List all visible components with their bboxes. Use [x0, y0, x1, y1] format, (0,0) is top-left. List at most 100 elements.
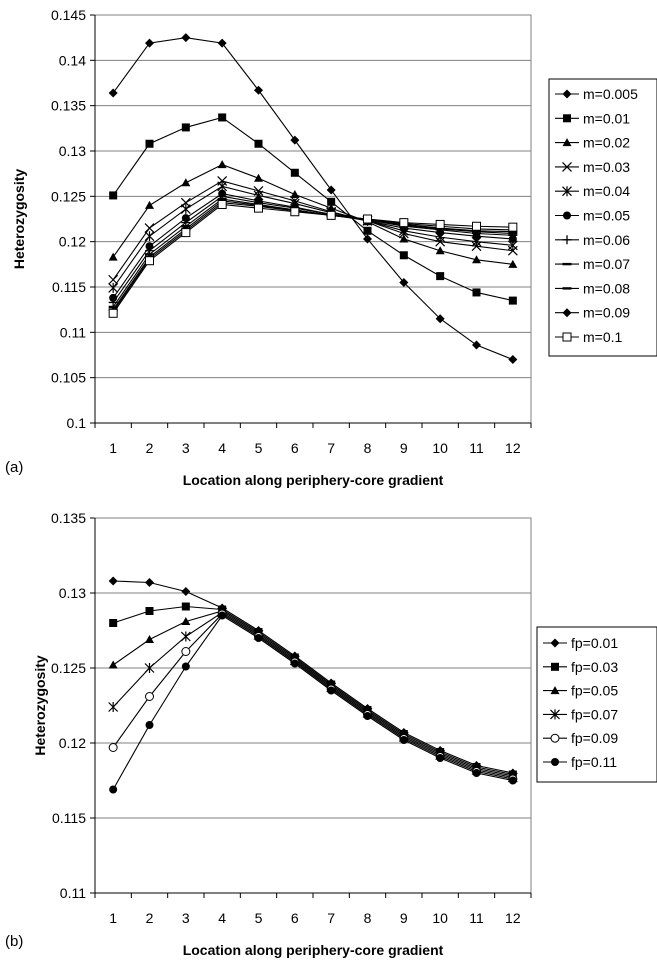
legend-label: m=0.07 [583, 256, 630, 272]
legend-label: m=0.08 [583, 280, 630, 296]
data-point [145, 578, 154, 587]
data-point [145, 635, 154, 643]
x-tick-label: 9 [400, 910, 408, 926]
series-line [112, 195, 513, 303]
data-point [508, 355, 518, 365]
data-point [144, 223, 155, 233]
legend-entry: m=0.05 [555, 208, 630, 224]
data-point [181, 214, 190, 223]
data-point [327, 686, 336, 695]
data-point [399, 251, 408, 260]
legend-box [536, 626, 657, 783]
data-point [217, 38, 227, 48]
data-point [108, 88, 118, 98]
legend-label: m=0.04 [583, 183, 630, 199]
legend-marker [562, 89, 572, 99]
data-point [254, 85, 263, 95]
legend-marker [562, 332, 572, 342]
data-point [326, 210, 336, 220]
data-point [145, 721, 154, 729]
y-tick-label: 0.11 [60, 885, 86, 901]
series-line [112, 164, 513, 265]
y-tick-label: 0.115 [52, 810, 86, 826]
series-line [112, 37, 514, 361]
legend-label: m=0.06 [583, 232, 630, 248]
data-point [436, 754, 445, 762]
series-fp=0.11 [109, 611, 517, 794]
data-point [108, 576, 118, 586]
legend-entry: fp=0.07 [543, 706, 618, 722]
x-tick-label: 1 [109, 910, 117, 926]
data-point [108, 743, 118, 752]
data-point [108, 252, 118, 261]
legend-entry: fp=0.03 [543, 659, 618, 675]
legend-entry: m=0.005 [555, 86, 638, 102]
x-tick-label: 7 [327, 440, 335, 456]
data-point [363, 234, 372, 244]
legend-marker [562, 186, 572, 197]
legend-label: m=0.005 [583, 86, 638, 102]
legend: m=0.005 m=0.01 m=0.02 m=0.03 m=0.04 m=0.05 m=0… [548, 78, 657, 357]
x-tick-label: 11 [469, 910, 484, 926]
panel-label: (a) [5, 459, 23, 476]
legend-entry: m=0.04 [555, 183, 630, 199]
data-point [181, 587, 191, 596]
series-m=0.01 [109, 113, 517, 305]
x-tick-label: 11 [469, 440, 484, 456]
y-tick-label: 0.12 [59, 735, 86, 751]
data-point [109, 785, 118, 794]
panel-label: (b) [5, 933, 23, 950]
x-tick-label: 2 [146, 910, 154, 926]
data-point [145, 242, 154, 251]
x-tick-label: 3 [182, 910, 190, 926]
legend-entry: m=0.1 [555, 329, 623, 345]
x-tick-label: 7 [327, 910, 335, 926]
y-tick-label: 0.1 [67, 415, 87, 431]
legend-marker [562, 161, 572, 172]
data-point [290, 168, 299, 177]
legend-marker [563, 211, 571, 220]
y-tick-label: 0.145 [51, 7, 86, 23]
data-point [508, 259, 518, 268]
legend-label: fp=0.09 [571, 730, 618, 746]
legend-label: fp=0.03 [571, 659, 618, 675]
x-tick-label: 5 [255, 440, 263, 456]
x-tick-label: 4 [218, 910, 226, 926]
legend-marker [563, 114, 571, 123]
data-point [508, 222, 518, 232]
legend-label: m=0.01 [583, 110, 630, 126]
data-point [181, 662, 190, 671]
series-line [113, 580, 513, 774]
data-point [472, 769, 481, 777]
x-tick-label: 8 [364, 910, 372, 926]
y-tick-label: 0.125 [51, 660, 86, 676]
data-point [144, 231, 155, 242]
series-line [112, 614, 513, 790]
legend-marker [562, 308, 572, 318]
legend-marker [550, 733, 560, 743]
data-point [217, 160, 227, 169]
x-tick-label: 5 [255, 910, 263, 926]
data-point [108, 702, 119, 712]
y-tick-label: 0.135 [51, 98, 86, 114]
legend-marker [562, 235, 572, 245]
data-point [218, 611, 227, 620]
series-line [112, 180, 513, 281]
data-point [109, 619, 118, 627]
data-point [181, 617, 191, 625]
legend-label: fp=0.05 [571, 683, 618, 699]
x-tick-label: 9 [400, 440, 408, 456]
y-tick-label: 0.14 [59, 52, 86, 68]
legend-label: m=0.02 [583, 135, 630, 151]
series-line [112, 203, 513, 314]
data-point [290, 135, 300, 145]
x-tick-label: 1 [109, 440, 117, 456]
x-tick-label: 10 [432, 440, 448, 456]
legend-marker [551, 662, 559, 671]
legend-label: m=0.1 [583, 329, 623, 345]
data-point [108, 660, 118, 669]
data-point [363, 712, 372, 720]
y-axis-title: Heterozygosity [11, 169, 27, 270]
data-point [399, 234, 409, 243]
